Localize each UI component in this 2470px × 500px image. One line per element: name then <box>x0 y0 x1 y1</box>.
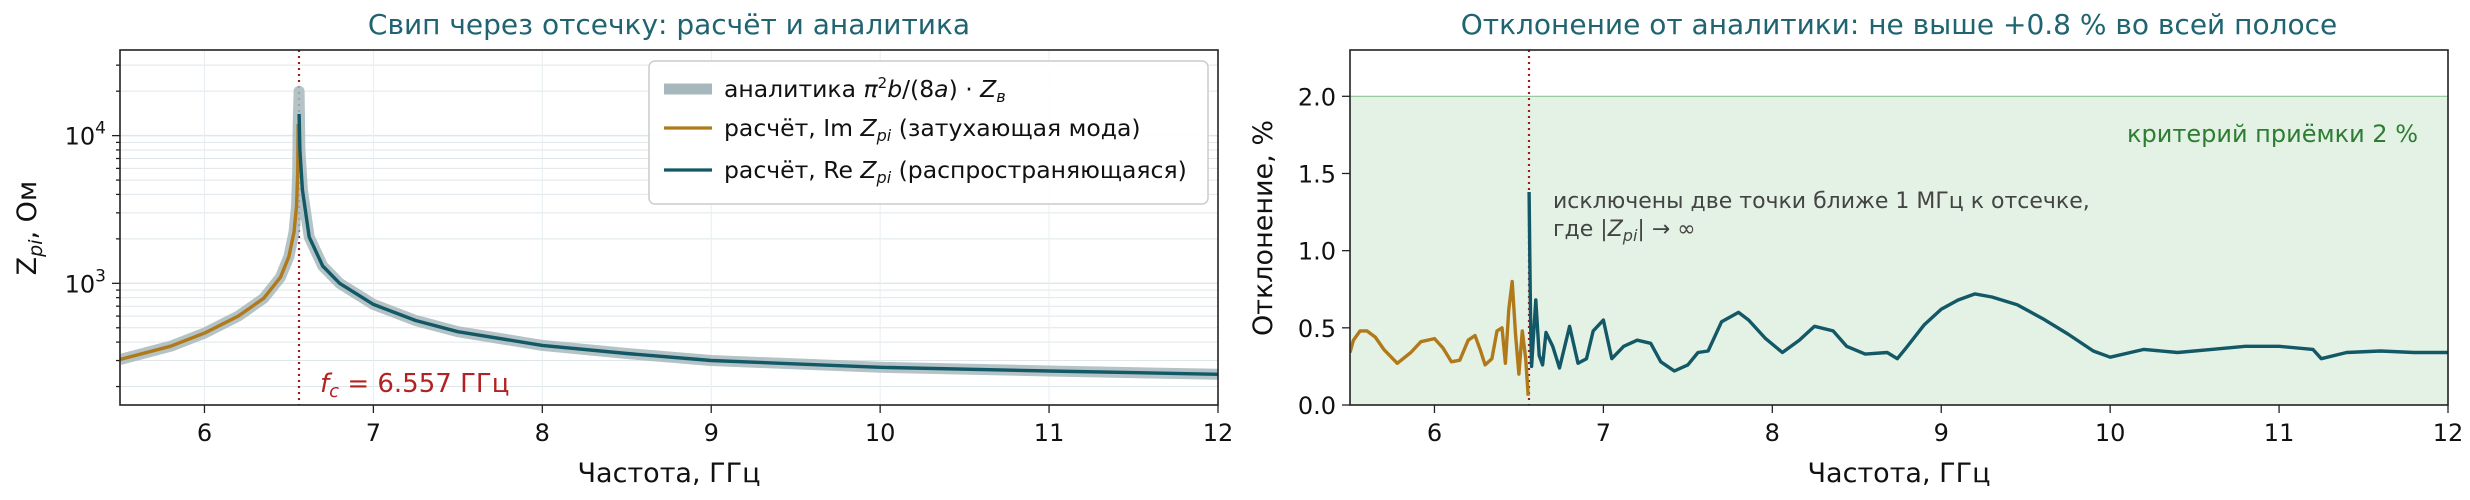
right-y-tick-label: 1.0 <box>1298 238 1336 266</box>
left-y-tick-label: 103 <box>65 266 106 298</box>
right-x-tick-label: 11 <box>2264 419 2295 447</box>
left-x-axis-label: Частота, ГГц <box>578 458 761 489</box>
acceptance-criterion-label: критерий приёмки 2 % <box>2127 120 2418 148</box>
right-x-axis-label: Частота, ГГц <box>1808 458 1991 489</box>
left-x-axis: 6 7 8 9 10 11 12 <box>197 405 1233 447</box>
right-plot-frame <box>1349 49 2449 406</box>
cutoff-frequency-label: fc = 6.557 ГГц <box>320 369 509 402</box>
right-x-tick-label: 9 <box>1934 419 1949 447</box>
right-x-tick-label: 8 <box>1765 419 1780 447</box>
right-chart-title: Отклонение от аналитики: не выше +0.8 % … <box>1461 8 2338 41</box>
right-chart: Отклонение от аналитики: не выше +0.8 % … <box>1248 8 2463 489</box>
right-x-tick-label: 6 <box>1427 419 1442 447</box>
right-y-tick-label: 2.0 <box>1298 83 1336 111</box>
right-y-axis: 0.0 0.5 1.0 1.5 2.0 <box>1298 83 1350 420</box>
left-x-tick-label: 12 <box>1203 419 1234 447</box>
left-y-axis: 103 104 <box>65 64 120 388</box>
series-im-line <box>120 123 300 362</box>
annotation-line-1: исключены две точки ближе 1 МГц к отсечк… <box>1553 189 2090 214</box>
left-x-tick-label: 6 <box>197 419 212 447</box>
right-y-tick-label: 0.5 <box>1298 315 1336 343</box>
right-x-axis: 6 7 8 9 10 11 12 <box>1427 405 2463 447</box>
legend-box <box>648 60 1209 205</box>
left-x-tick-label: 8 <box>535 419 550 447</box>
legend-label-re: расчёт, Re Zpi (распространяющаяся) <box>724 156 1187 187</box>
series-re-line <box>297 113 1218 376</box>
right-y-tick-label: 0.0 <box>1298 392 1336 420</box>
deviation-re-line <box>1527 191 2448 373</box>
right-plot-lines <box>1350 191 2448 396</box>
left-x-tick-label: 10 <box>865 419 896 447</box>
left-chart-title: Свип через отсечку: расчёт и аналитика <box>368 8 970 41</box>
left-y-tick-label: 104 <box>65 119 106 151</box>
deviation-im-line <box>1350 279 1530 396</box>
left-x-tick-label: 9 <box>704 419 719 447</box>
legend-label-im: расчёт, Im Zpi (затухающая мода) <box>724 114 1141 145</box>
right-y-axis-label: Отклонение, % <box>1248 120 1279 336</box>
legend-label-analytic: аналитика π2b/(8a) · Zв <box>724 74 1006 106</box>
left-plot-frame <box>119 49 1219 406</box>
left-plot-lines <box>120 85 1218 380</box>
left-x-tick-label: 7 <box>366 419 381 447</box>
right-x-tick-label: 7 <box>1596 419 1611 447</box>
annotation-line-2: где |Zpi| → ∞ <box>1553 217 1696 245</box>
left-x-tick-label: 11 <box>1034 419 1065 447</box>
right-x-tick-label: 10 <box>2095 419 2126 447</box>
right-y-tick-label: 1.5 <box>1298 160 1336 188</box>
left-y-axis-label: Zpi, Ом <box>12 181 47 276</box>
left-chart: Свип через отсечку: расчёт и аналитика 6… <box>12 8 1233 489</box>
left-legend: аналитика π2b/(8a) · Zв расчёт, Im Zpi (… <box>648 60 1209 205</box>
right-x-tick-label: 12 <box>2433 419 2464 447</box>
